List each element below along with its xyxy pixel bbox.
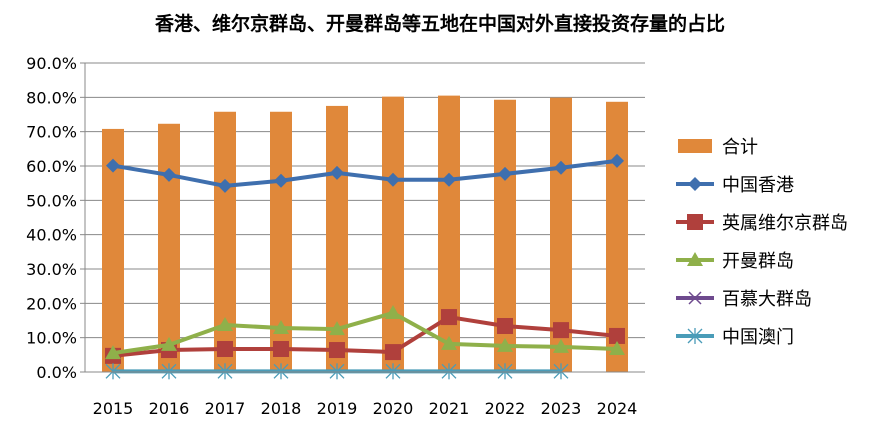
data-point xyxy=(553,322,569,339)
x-tick-label: 2023 xyxy=(541,399,582,418)
y-tick-label: 10.0% xyxy=(26,329,77,348)
legend-label: 中国澳门 xyxy=(722,327,794,348)
data-point xyxy=(162,167,176,182)
data-point xyxy=(688,291,702,305)
x-tick-label: 2015 xyxy=(93,399,134,418)
data-point xyxy=(329,342,345,359)
data-point xyxy=(497,337,513,352)
bar xyxy=(382,96,404,372)
data-point xyxy=(554,160,568,175)
data-point xyxy=(106,158,120,173)
data-point xyxy=(385,344,401,361)
legend-item: 合计 xyxy=(678,137,758,158)
data-point xyxy=(687,328,703,344)
data-point xyxy=(385,363,401,380)
bar xyxy=(438,95,460,372)
legend-item: 中国香港 xyxy=(676,175,794,196)
data-point xyxy=(330,165,344,180)
x-tick-label: 2021 xyxy=(429,399,470,418)
data-point xyxy=(385,304,401,319)
legend-swatch xyxy=(678,139,712,153)
legend-item: 百慕大群岛 xyxy=(676,289,812,310)
x-tick-label: 2020 xyxy=(373,399,414,418)
y-tick-label: 80.0% xyxy=(26,88,77,107)
data-point xyxy=(553,338,569,353)
bar xyxy=(158,123,180,373)
y-tick-label: 50.0% xyxy=(26,191,77,210)
data-point xyxy=(161,336,177,351)
series-lines xyxy=(105,153,625,380)
data-point xyxy=(218,178,232,193)
data-point xyxy=(273,340,289,357)
y-tick-label: 40.0% xyxy=(26,226,77,245)
legend-label: 英属维尔京群岛 xyxy=(722,213,848,234)
axes: 0.0% 10.0% 20.0% 30.0% 40.0% 50.0% 60.0% 70.0% 8… xyxy=(26,54,645,418)
legend-item: 中国澳门 xyxy=(676,327,794,348)
data-point xyxy=(273,363,289,380)
bar xyxy=(606,101,628,373)
data-point xyxy=(161,363,177,380)
data-point xyxy=(105,363,121,380)
x-tick-label: 2018 xyxy=(261,399,302,418)
data-point xyxy=(217,340,233,357)
data-point xyxy=(687,252,703,266)
data-point xyxy=(688,177,702,191)
data-point xyxy=(273,320,289,335)
marker-stroke xyxy=(688,291,702,305)
series-line xyxy=(112,315,618,358)
data-point xyxy=(609,340,625,355)
legend-item: 开曼群岛 xyxy=(676,251,794,272)
data-point xyxy=(497,363,513,380)
chart-title: 香港、维尔京群岛、开曼群岛等五地在中国对外直接投资存量的占比 xyxy=(154,12,725,35)
series-line xyxy=(112,158,618,188)
legend-label: 合计 xyxy=(722,137,758,158)
bar xyxy=(494,99,516,372)
x-tick-label: 2019 xyxy=(317,399,358,418)
series-line xyxy=(112,310,618,356)
y-tick-label: 90.0% xyxy=(26,54,77,73)
y-tick-label: 30.0% xyxy=(26,260,77,279)
x-tick-label: 2017 xyxy=(205,399,246,418)
bar xyxy=(270,111,292,373)
legend-label: 开曼群岛 xyxy=(722,251,794,272)
x-tick-label: 2022 xyxy=(485,399,526,418)
bar xyxy=(102,128,124,372)
legend-label: 中国香港 xyxy=(722,175,794,196)
data-point xyxy=(105,345,121,360)
y-tick-label: 20.0% xyxy=(26,294,77,313)
bar xyxy=(214,111,236,373)
data-point xyxy=(386,172,400,187)
data-point xyxy=(610,153,624,168)
x-tick-label: 2024 xyxy=(597,399,638,418)
data-point xyxy=(217,316,233,331)
data-point xyxy=(498,166,512,181)
data-point xyxy=(497,317,513,334)
data-point xyxy=(329,363,345,380)
y-tick-label: 70.0% xyxy=(26,123,77,142)
data-point xyxy=(687,214,703,230)
data-point xyxy=(217,363,233,380)
data-point xyxy=(274,173,288,188)
x-tick-label: 2016 xyxy=(149,399,190,418)
data-point xyxy=(441,363,457,380)
data-point xyxy=(441,335,457,350)
y-tick-label: 60.0% xyxy=(26,157,77,176)
data-point xyxy=(441,309,457,326)
y-tick-label: 0.0% xyxy=(36,363,77,382)
data-point xyxy=(442,172,456,187)
data-point xyxy=(553,363,569,380)
legend-item: 英属维尔京群岛 xyxy=(676,213,848,234)
data-point xyxy=(609,327,625,344)
data-point xyxy=(329,321,345,336)
legend-label: 百慕大群岛 xyxy=(722,289,812,310)
